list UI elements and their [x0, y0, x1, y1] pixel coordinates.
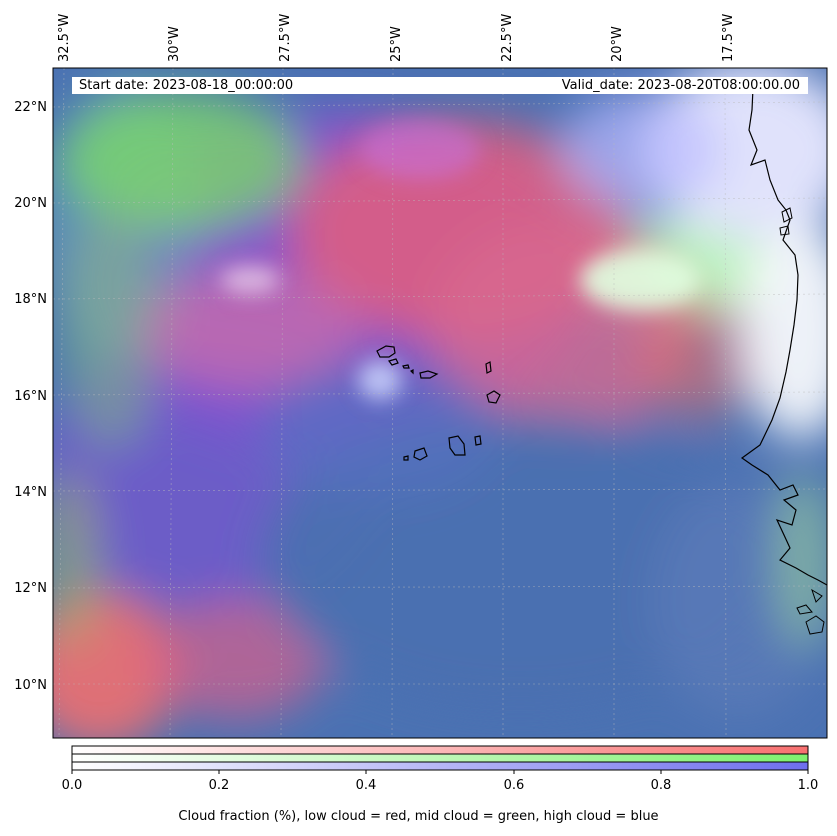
lat-label: 16°N: [14, 389, 47, 404]
graticule: [53, 68, 827, 738]
lon-label: 22.5°W: [500, 14, 515, 62]
lon-label: 30°W: [167, 26, 182, 62]
lon-label: 25°W: [389, 26, 404, 62]
date-info-box: Start date: 2023-08-18_00:00:00 Valid_da…: [72, 77, 808, 94]
lon-label: 20°W: [610, 26, 625, 62]
colorbar-mid-cloud: [72, 754, 808, 762]
cloud-fraction-field: [53, 68, 827, 738]
start-date-text: Start date: 2023-08-18_00:00:00: [79, 78, 294, 93]
longitude-labels: 32.5°W 30°W 27.5°W 25°W 22.5°W 20°W 17.5…: [57, 14, 736, 62]
colorbar-tick-label: 0.4: [355, 778, 377, 793]
colorbar-low-cloud: [72, 746, 808, 754]
map-frame: [52, 67, 828, 739]
valid-date-text: Valid_date: 2023-08-20T08:00:00.00: [561, 78, 800, 93]
colorbar-title: Cloud fraction (%), low cloud = red, mid…: [178, 809, 659, 824]
lat-label: 10°N: [14, 678, 47, 693]
colorbar: [71, 745, 809, 774]
colorbar-high-cloud: [72, 762, 808, 770]
colorbar-tick-label: 0.0: [61, 778, 83, 793]
lat-label: 14°N: [14, 485, 47, 500]
lat-label: 18°N: [14, 292, 47, 307]
lon-label: 17.5°W: [721, 14, 736, 62]
lat-label: 12°N: [14, 581, 47, 596]
lon-label: 32.5°W: [57, 14, 72, 62]
colorbar-tick-label: 0.2: [208, 778, 230, 793]
colorbar-tick-label: 0.8: [650, 778, 672, 793]
colorbar-tick-label: 1.0: [797, 778, 819, 793]
lon-label: 27.5°W: [278, 14, 293, 62]
colorbar-tick-label: 0.6: [503, 778, 525, 793]
latitude-labels: 22°N 20°N 18°N 16°N 14°N 12°N 10°N: [14, 100, 47, 693]
african-coastline: [740, 87, 827, 586]
lat-label: 22°N: [14, 100, 47, 115]
lat-label: 20°N: [14, 196, 47, 211]
cape-verde-islands: [376, 345, 501, 461]
